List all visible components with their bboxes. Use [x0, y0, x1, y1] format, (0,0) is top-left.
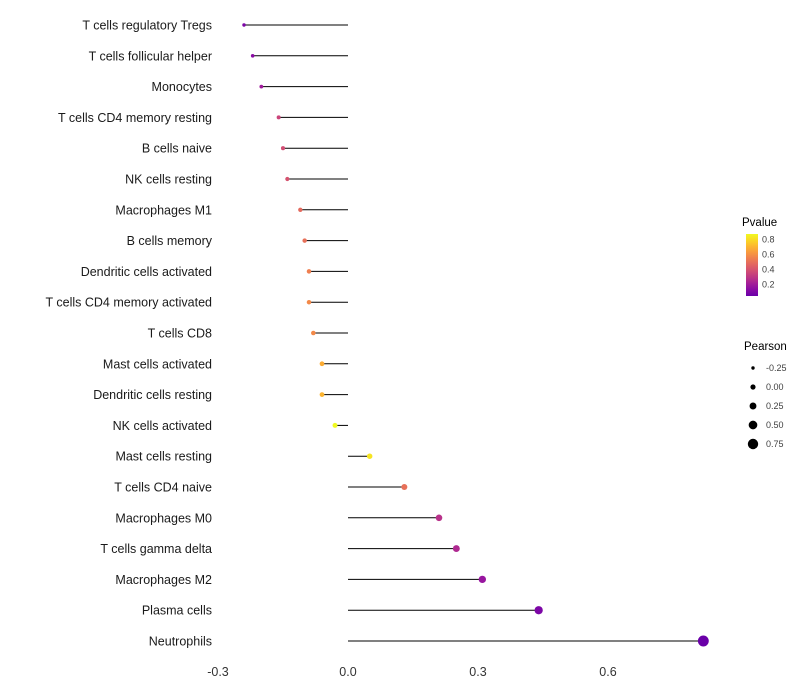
category-label: T cells CD4 memory activated: [46, 296, 213, 310]
plot-area: T cells regulatory Tregs T cells follicul…: [46, 19, 709, 649]
category-label: B cells memory: [127, 234, 213, 248]
category-label: T cells follicular helper: [89, 49, 212, 63]
pearson-size-dot: [750, 384, 756, 390]
pvalue-tick-label: 0.2: [762, 280, 775, 290]
pvalue-legend: Pvalue 0.8 0.6 0.4 0.2: [742, 217, 777, 296]
lollipop-dot: [311, 330, 316, 336]
lollipop-dot: [242, 23, 246, 27]
category-label: Dendritic cells resting: [93, 388, 212, 402]
x-tick-label: 0.0: [339, 665, 356, 679]
x-axis: -0.3 0.0 0.3 0.6: [207, 665, 616, 679]
lollipop-dot: [534, 606, 543, 615]
lollipop-dot: [401, 483, 408, 491]
category-label: NK cells resting: [125, 173, 212, 187]
category-label: T cells CD4 memory resting: [58, 111, 212, 125]
pearson-tick-label: 0.00: [766, 382, 784, 392]
category-label: Monocytes: [152, 80, 212, 94]
pearson-size-dot: [749, 402, 757, 410]
category-label: Mast cells activated: [103, 357, 212, 371]
category-label: NK cells activated: [113, 419, 212, 433]
category-label: Mast cells resting: [115, 450, 212, 464]
lollipop-dot: [285, 176, 290, 182]
pearson-tick-label: 0.50: [766, 420, 784, 430]
pearson-size-dot: [747, 438, 759, 450]
lollipop-dot: [250, 54, 255, 58]
lollipop-dot: [306, 299, 312, 305]
lollipop-dot: [276, 115, 281, 120]
lollipop-dot: [697, 635, 709, 647]
pearson-tick-label: 0.75: [766, 439, 784, 449]
pvalue-tick-label: 0.8: [762, 234, 775, 244]
category-label: Macrophages M0: [115, 511, 212, 525]
pearson-size-dot: [748, 420, 758, 430]
category-label: T cells gamma delta: [100, 542, 212, 556]
lollipop-dot: [319, 392, 325, 397]
category-label: Macrophages M1: [115, 203, 212, 217]
pvalue-gradient-bar: [746, 234, 758, 296]
category-label: Plasma cells: [142, 604, 212, 618]
lollipop-dot: [306, 269, 312, 274]
lollipop-dot: [302, 238, 307, 243]
x-tick-label: -0.3: [207, 665, 229, 679]
lollipop-dot: [319, 361, 325, 367]
pearson-tick-label: -0.25: [766, 363, 787, 373]
lollipop-dot: [435, 514, 443, 522]
pvalue-tick-label: 0.4: [762, 265, 775, 275]
pvalue-tick-label: 0.6: [762, 249, 775, 259]
lollipop-dot: [452, 545, 460, 553]
category-label: T cells CD4 naive: [114, 481, 212, 495]
category-label: T cells CD8: [148, 327, 212, 341]
lollipop-dot: [332, 422, 338, 428]
pvalue-legend-title: Pvalue: [742, 217, 777, 229]
x-tick-label: 0.6: [599, 665, 616, 679]
lollipop-dot: [259, 84, 264, 89]
lollipop-dot: [366, 453, 373, 459]
category-label: T cells regulatory Tregs: [82, 19, 212, 33]
lollipop-dot: [280, 146, 286, 151]
category-label: Neutrophils: [149, 635, 212, 649]
lollipop-dot: [298, 207, 303, 212]
pearson-size-dot: [751, 366, 755, 370]
x-tick-label: 0.3: [469, 665, 486, 679]
category-label: Macrophages M2: [115, 573, 212, 587]
category-label: Dendritic cells activated: [81, 265, 212, 279]
lollipop-dot: [478, 575, 486, 584]
pearson-legend: Pearson -0.25 0.00 0.25 0.50 0.75: [744, 341, 787, 450]
pearson-tick-label: 0.25: [766, 401, 784, 411]
category-label: B cells naive: [142, 142, 212, 156]
pearson-legend-title: Pearson: [744, 341, 787, 353]
